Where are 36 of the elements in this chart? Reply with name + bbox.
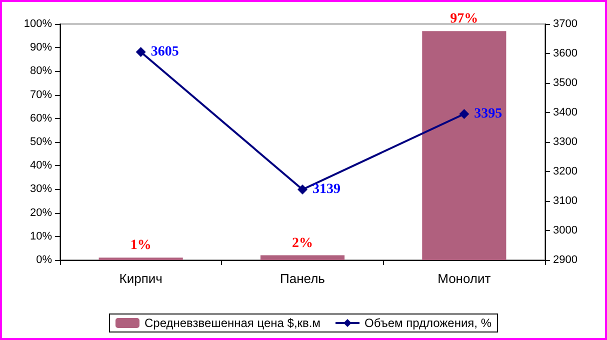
y2-tick-label: 3500 xyxy=(553,77,578,89)
y-tick-label: 90% xyxy=(30,42,52,54)
y-tick-label: 20% xyxy=(30,206,52,219)
point xyxy=(298,184,308,194)
y-tick-label: 100% xyxy=(24,18,52,30)
data-label: 97% xyxy=(450,12,478,27)
data-label: 1% xyxy=(130,238,152,254)
y-tick-label: 40% xyxy=(30,160,52,172)
data-label: 3395 xyxy=(474,106,502,122)
x-tick-label: Монолит xyxy=(438,271,491,286)
y2-tick-label: 3100 xyxy=(553,195,578,207)
y-tick-label: 0% xyxy=(36,254,52,266)
point xyxy=(136,47,146,58)
y2-tick-label: 3300 xyxy=(553,136,578,148)
y2-tick-label: 3200 xyxy=(553,166,578,178)
y2-tick-label: 3400 xyxy=(553,106,578,118)
y2-tick-label: 2900 xyxy=(553,254,578,266)
data-label: 3139 xyxy=(312,182,340,197)
y-tick-label: 10% xyxy=(30,230,52,242)
legend-label: Объем прдложения, % xyxy=(364,316,492,330)
y-tick-label: 70% xyxy=(30,88,52,101)
y-tick-label: 50% xyxy=(30,136,52,148)
y2-tick-label: 3700 xyxy=(553,18,578,30)
y2-tick-label: 3600 xyxy=(553,48,578,60)
x-tick-label: Панель xyxy=(280,271,326,286)
y2-tick-label: 3000 xyxy=(553,224,578,236)
bar xyxy=(422,31,506,260)
data-label: 3605 xyxy=(150,44,179,60)
y-tick-label: 80% xyxy=(30,65,52,78)
y-tick-label: 30% xyxy=(30,183,52,196)
y-tick-label: 60% xyxy=(30,112,52,124)
legend-label: Средневзвешенная цена $,кв.м xyxy=(144,316,321,330)
point xyxy=(459,108,470,119)
bar xyxy=(260,255,345,260)
x-tick-label: Кирпич xyxy=(119,271,162,286)
data-label: 2% xyxy=(292,236,313,251)
